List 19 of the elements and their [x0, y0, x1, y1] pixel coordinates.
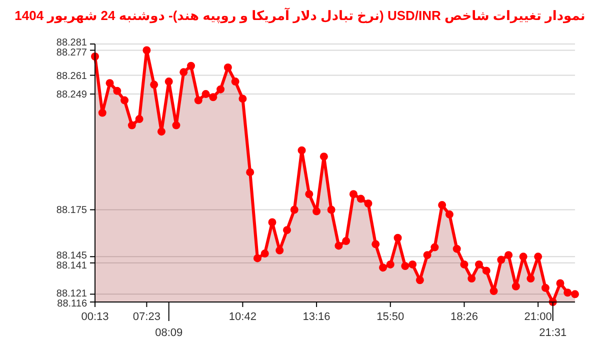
- x-tick-label: 08:09: [155, 327, 183, 339]
- y-tick-label: 88.121: [56, 288, 88, 300]
- y-tick-label: 88.145: [56, 250, 88, 262]
- x-tick-label: 15:50: [376, 311, 404, 323]
- x-tick-label: 18:26: [450, 311, 478, 323]
- y-tick-label: 88.175: [56, 205, 88, 216]
- x-tick-label: 07:23: [132, 311, 160, 323]
- y-tick-label: 88.281: [56, 38, 88, 49]
- x-tick-label: 21:00: [524, 311, 552, 323]
- y-tick-label: 88.116: [57, 298, 88, 310]
- x-tick-label: 13:16: [302, 311, 330, 323]
- y-tick-label: 88.249: [56, 90, 88, 101]
- chart-title: نمودار تغییرات شاخص USD/INR (نرخ تبادل دلار آمریکا و روپیه هند)- دوشنبه 24 شهریور 1404: [14, 7, 586, 24]
- y-tick-label: 88.261: [56, 70, 88, 82]
- x-tick-label: 10:42: [228, 311, 256, 323]
- x-tick-label: 00:13: [81, 311, 109, 323]
- x-tick-label: 21:31: [539, 327, 567, 339]
- y-tick-label: 88.141: [56, 260, 88, 272]
- y-tick-label: 88.277: [56, 48, 88, 59]
